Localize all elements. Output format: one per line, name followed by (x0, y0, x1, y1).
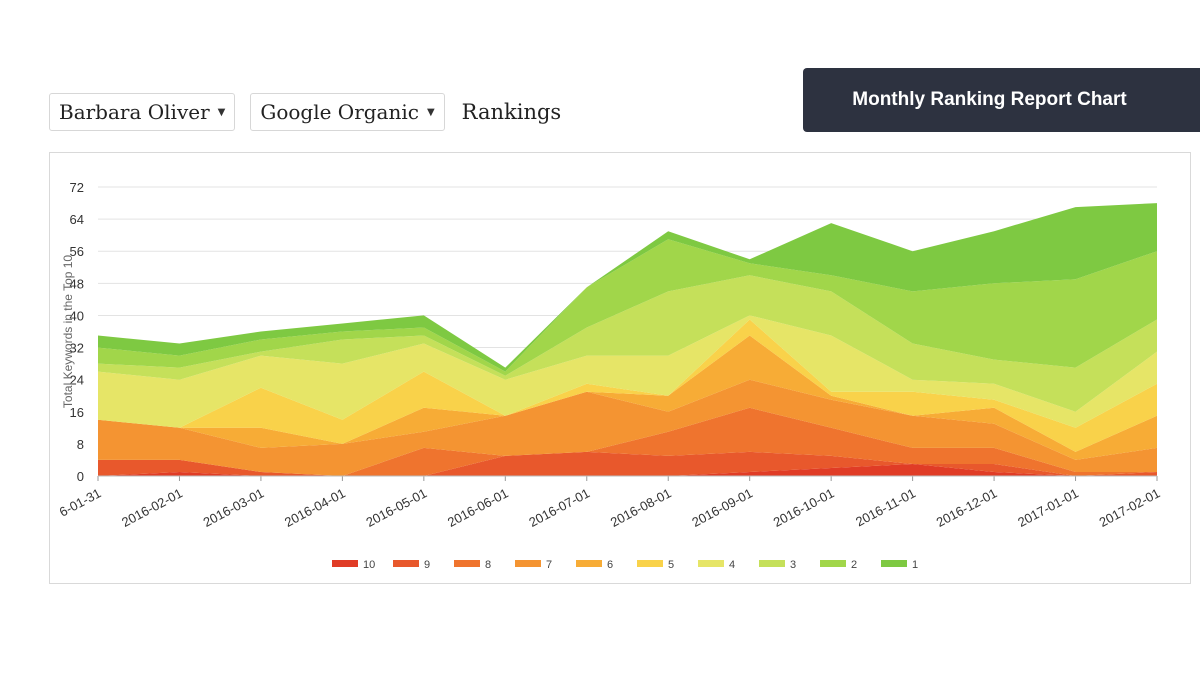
x-tick-label: 2016-09-01 (689, 485, 755, 529)
x-tick-label: 2016-08-01 (608, 485, 674, 529)
x-tick-label: 2016-04-01 (282, 485, 348, 529)
legend-label: 8 (485, 559, 491, 571)
x-tick-label: 2016-12-01 (934, 485, 1000, 529)
x-tick-label: 6-01-31 (57, 485, 104, 519)
account-dropdown-label: Barbara Oliver (59, 100, 210, 124)
y-tick-label: 0 (77, 469, 84, 484)
area-series-7 (98, 379, 1157, 476)
x-tick-label: 2017-01-01 (1015, 485, 1081, 529)
area-series-5 (98, 319, 1157, 452)
rankings-label: Rankings (461, 100, 562, 124)
area-series-8 (98, 407, 1157, 476)
legend-label: 7 (546, 559, 552, 571)
legend-label: 6 (607, 559, 613, 571)
legend-swatch (393, 560, 419, 567)
y-tick-label: 56 (70, 244, 84, 259)
y-tick-label: 72 (70, 180, 84, 195)
legend-label: 5 (668, 559, 674, 571)
x-tick-label: 2016-10-01 (771, 485, 837, 529)
legend-swatch (576, 560, 602, 567)
legend-swatch (820, 560, 846, 567)
y-tick-label: 40 (70, 308, 84, 323)
legend-swatch (698, 560, 724, 567)
legend-swatch (454, 560, 480, 567)
legend-item-10[interactable]: 10 (332, 559, 375, 571)
x-tick-label: 2017-02-01 (1097, 485, 1163, 529)
legend-item-4[interactable]: 4 (698, 559, 735, 571)
y-tick-label: 24 (70, 373, 84, 388)
legend-item-2[interactable]: 2 (820, 559, 857, 571)
legend-label: 9 (424, 559, 430, 571)
source-dropdown-label: Google Organic (260, 100, 419, 124)
report-title: Monthly Ranking Report Chart (852, 89, 1127, 110)
report-controls: Barbara Oliver ▼ Google Organic ▼ Rankin… (49, 92, 561, 132)
y-tick-label: 64 (70, 212, 84, 227)
legend-item-8[interactable]: 8 (454, 559, 491, 571)
legend-item-1[interactable]: 1 (881, 559, 918, 571)
y-tick-label: 48 (70, 276, 84, 291)
y-axis-label: Total Keywords in the Top 10 (61, 255, 75, 409)
legend-item-9[interactable]: 9 (393, 559, 430, 571)
area-series-6 (98, 335, 1157, 460)
area-series-10 (98, 464, 1157, 476)
legend-swatch (637, 560, 663, 567)
legend-item-3[interactable]: 3 (759, 559, 796, 571)
legend-label: 2 (851, 559, 857, 571)
source-dropdown[interactable]: Google Organic ▼ (250, 93, 445, 131)
legend-label: 4 (729, 559, 735, 571)
account-dropdown[interactable]: Barbara Oliver ▼ (49, 93, 236, 131)
legend-item-6[interactable]: 6 (576, 559, 613, 571)
chevron-down-icon: ▼ (217, 106, 226, 118)
area-series-3 (98, 275, 1157, 412)
report-title-banner: Monthly Ranking Report Chart (803, 68, 1200, 132)
legend-label: 1 (912, 559, 918, 571)
legend-swatch (515, 560, 541, 567)
legend-item-7[interactable]: 7 (515, 559, 552, 571)
y-tick-label: 32 (70, 341, 84, 356)
x-tick-label: 2016-06-01 (445, 485, 511, 529)
legend-swatch (332, 560, 358, 567)
area-series-1 (98, 203, 1157, 372)
x-tick-label: 2016-07-01 (526, 485, 592, 529)
area-series-2 (98, 239, 1157, 376)
legend-swatch (759, 560, 785, 567)
y-tick-label: 8 (77, 437, 84, 452)
x-tick-label: 2016-03-01 (201, 485, 267, 529)
legend-label: 10 (363, 559, 375, 571)
area-series-9 (98, 451, 1157, 476)
area-series-4 (98, 315, 1157, 428)
legend-label: 3 (790, 559, 796, 571)
legend-swatch (881, 560, 907, 567)
x-tick-label: 2016-05-01 (363, 485, 429, 529)
chevron-down-icon: ▼ (426, 106, 435, 118)
x-tick-label: 2016-02-01 (119, 485, 185, 529)
chart-panel: 0 8 16 24 32 40 48 56 64 72 Total Keywords in the … (49, 152, 1191, 584)
legend-item-5[interactable]: 5 (637, 559, 674, 571)
x-tick-label: 2016-11-01 (853, 485, 918, 529)
y-tick-label: 16 (70, 405, 84, 420)
